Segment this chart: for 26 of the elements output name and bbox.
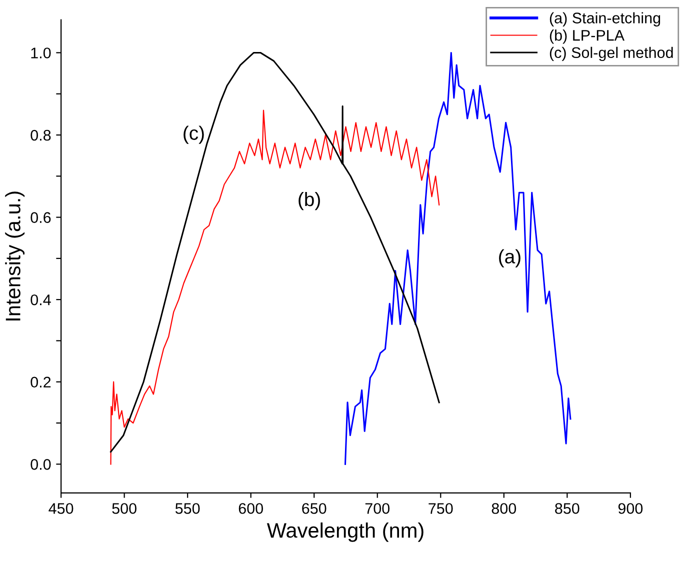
x-axis-title: Wavelength (nm) [266,522,424,542]
x-tick-label: 450 [48,503,74,514]
x-tick-label: 850 [555,503,580,514]
y-tick-label: 0.6 [30,212,51,223]
y-axis-title: Intensity (a.u.) [5,192,25,320]
y-tick-label: 1.0 [31,48,51,58]
annotation: (c) [184,126,204,144]
x-tick-label: 750 [428,503,453,514]
y-tick-label: 0.0 [30,459,51,470]
y-tick-label: 0.4 [30,294,51,306]
y-tick-label: 0.8 [30,130,51,141]
x-tick-label: 900 [618,503,643,514]
x-tick-label: 500 [112,503,136,514]
line-series [110,110,440,465]
y-tick-label: 0.2 [30,376,51,388]
legend-label: (b) LP-PLA [550,30,625,44]
line-series [110,52,440,453]
x-tick-label: 800 [492,503,516,514]
annotation: (b) [298,192,320,210]
legend-label: (a) Stain-etching [550,12,660,26]
x-tick-label: 650 [302,503,326,514]
x-tick-label: 700 [365,503,390,514]
x-tick-label: 600 [238,503,263,514]
legend-label: (c) Sol-gel method [550,46,673,62]
annotation: (a) [499,249,520,268]
x-tick-label: 550 [175,503,200,514]
